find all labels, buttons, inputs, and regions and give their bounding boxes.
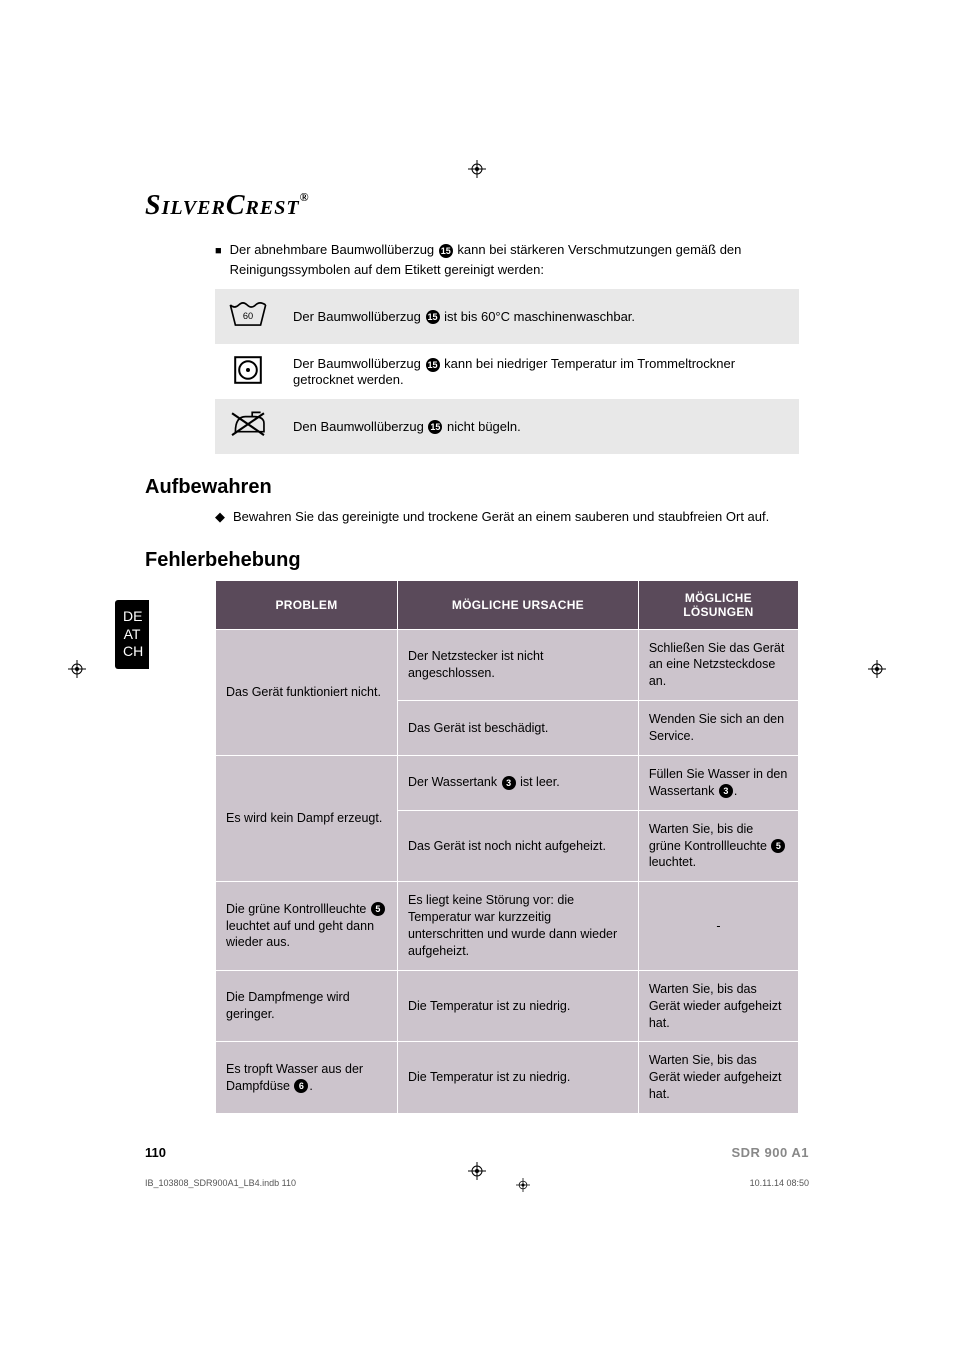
table-row: Die Dampfmenge wird geringer.Die Tempera… xyxy=(216,970,799,1042)
cell-cause: Die Temperatur ist zu niedrig. xyxy=(397,1042,638,1114)
ref-badge-15: 15 xyxy=(426,358,440,372)
care-row: 60 Der Baumwollüberzug 15 ist bis 60°C ma… xyxy=(215,289,799,344)
imprint-mark-icon xyxy=(516,1178,530,1192)
care-dry-icon xyxy=(215,344,281,399)
cell-problem: Es wird kein Dampf erzeugt. xyxy=(216,755,398,881)
care-iron-icon xyxy=(215,399,281,454)
registration-mark-left xyxy=(68,660,86,678)
lang-ch: CH xyxy=(123,643,141,661)
cell-cause: Der Netzstecker ist nicht angeschlossen. xyxy=(397,629,638,701)
page-number: 110 xyxy=(145,1145,166,1160)
cell-cause: Das Gerät ist noch nicht aufgeheizt. xyxy=(397,810,638,882)
cell-cause: Die Temperatur ist zu niedrig. xyxy=(397,970,638,1042)
page-content: SilverCrest® ■ Der abnehmbare Baumwollüb… xyxy=(145,190,809,1160)
registration-mark-top xyxy=(468,160,486,178)
lang-at: AT xyxy=(123,626,141,644)
cell-solution: Schließen Sie das Gerät an eine Netzstec… xyxy=(638,629,798,701)
care-wash-icon: 60 xyxy=(215,289,281,344)
lang-de: DE xyxy=(123,608,141,626)
ref-badge-15: 15 xyxy=(426,310,440,324)
th-solution: MÖGLICHE LÖSUNGEN xyxy=(638,580,798,629)
cell-solution: Warten Sie, bis das Gerät wieder aufgehe… xyxy=(638,970,798,1042)
care-row: Der Baumwollüberzug 15 kann bei niedrige… xyxy=(215,344,799,399)
imprint-file: IB_103808_SDR900A1_LB4.indb 110 xyxy=(145,1178,296,1192)
language-tab: DE AT CH xyxy=(115,600,149,669)
cell-problem: Die Dampfmenge wird geringer. xyxy=(216,970,398,1042)
heading-fehlerbehebung: Fehlerbehebung xyxy=(145,549,809,572)
table-row: Es wird kein Dampf erzeugt.Der Wassertan… xyxy=(216,755,799,810)
troubleshooting-table: PROBLEM MÖGLICHE URSACHE MÖGLICHE LÖSUNG… xyxy=(215,580,799,1115)
cell-problem: Das Gerät funktioniert nicht. xyxy=(216,629,398,755)
page-footer: 110 SDR 900 A1 xyxy=(145,1145,809,1160)
care-text: Den Baumwollüberzug 15 nicht bügeln. xyxy=(281,399,799,454)
cell-problem: Es tropft Wasser aus der Dampfdüse 6. xyxy=(216,1042,398,1114)
care-symbol-table: 60 Der Baumwollüberzug 15 ist bis 60°C ma… xyxy=(215,289,799,454)
intro-paragraph: ■ Der abnehmbare Baumwollüberzug 15 kann… xyxy=(215,240,799,279)
model-number: SDR 900 A1 xyxy=(732,1145,810,1160)
ref-badge-3: 3 xyxy=(719,784,733,798)
ref-badge-3: 3 xyxy=(502,776,516,790)
cell-solution: Warten Sie, bis die grüne Kontrollleucht… xyxy=(638,810,798,882)
svg-text:60: 60 xyxy=(243,311,253,321)
cell-problem: Die grüne Kontrollleuchte 5 leuchtet auf… xyxy=(216,882,398,971)
intro-text-pre: Der abnehmbare Baumwollüberzug xyxy=(230,242,438,257)
brand-logo: SilverCrest® xyxy=(145,190,809,222)
imprint-date: 10.11.14 08:50 xyxy=(750,1178,809,1192)
ref-badge-6: 6 xyxy=(294,1079,308,1093)
cell-cause: Der Wassertank 3 ist leer. xyxy=(397,755,638,810)
cell-cause: Es liegt keine Störung vor: die Temperat… xyxy=(397,882,638,971)
cell-solution: Wenden Sie sich an den Service. xyxy=(638,701,798,756)
ref-badge-5: 5 xyxy=(371,902,385,916)
cell-solution: Warten Sie, bis das Gerät wieder aufgehe… xyxy=(638,1042,798,1114)
th-problem: PROBLEM xyxy=(216,580,398,629)
square-bullet-icon: ■ xyxy=(215,243,222,279)
table-row: Das Gerät funktioniert nicht.Der Netzste… xyxy=(216,629,799,701)
aufbewahren-paragraph: Bewahren Sie das gereinigte und trockene… xyxy=(233,507,769,527)
heading-aufbewahren: Aufbewahren xyxy=(145,476,809,499)
ref-badge-15: 15 xyxy=(439,244,453,258)
ref-badge-15: 15 xyxy=(428,420,442,434)
registration-mark-right xyxy=(868,660,886,678)
care-text: Der Baumwollüberzug 15 ist bis 60°C masc… xyxy=(281,289,799,344)
ref-badge-5: 5 xyxy=(771,839,785,853)
th-cause: MÖGLICHE URSACHE xyxy=(397,580,638,629)
cell-cause: Das Gerät ist beschädigt. xyxy=(397,701,638,756)
aufbewahren-text: ◆ Bewahren Sie das gereinigte und trocke… xyxy=(215,507,799,527)
diamond-bullet-icon: ◆ xyxy=(215,507,225,527)
table-row: Es tropft Wasser aus der Dampfdüse 6.Die… xyxy=(216,1042,799,1114)
imprint-line: IB_103808_SDR900A1_LB4.indb 110 10.11.14… xyxy=(145,1178,809,1192)
cell-solution: Füllen Sie Wasser in den Wassertank 3. xyxy=(638,755,798,810)
care-row: Den Baumwollüberzug 15 nicht bügeln. xyxy=(215,399,799,454)
table-row: Die grüne Kontrollleuchte 5 leuchtet auf… xyxy=(216,882,799,971)
care-text: Der Baumwollüberzug 15 kann bei niedrige… xyxy=(281,344,799,399)
cell-solution: - xyxy=(638,882,798,971)
